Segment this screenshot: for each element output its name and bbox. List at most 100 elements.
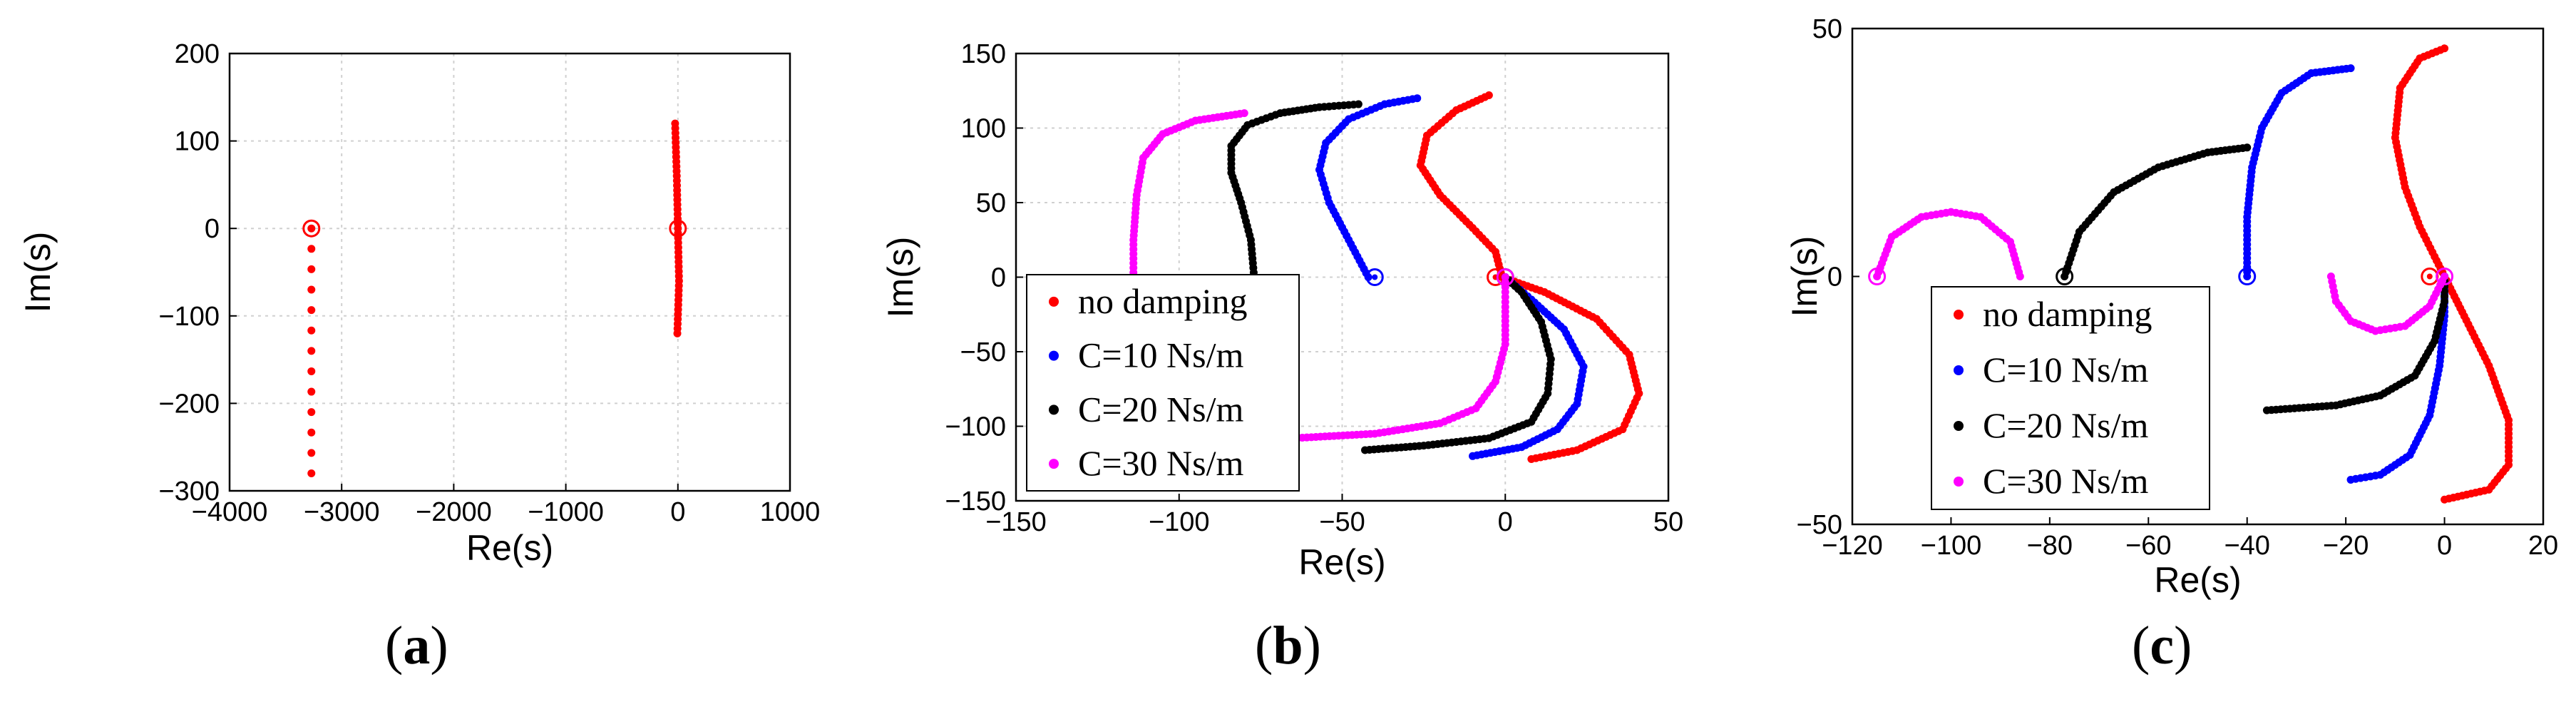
y-tick-label: 150 bbox=[961, 39, 1006, 69]
x-tick-label: −60 bbox=[2125, 531, 2171, 561]
x-tick-label: −40 bbox=[2224, 531, 2269, 561]
data-point bbox=[307, 408, 316, 417]
legend: no damping C=10 Ns/m C=20 Ns/m C=30 Ns/m bbox=[1931, 286, 2210, 510]
data-point bbox=[307, 285, 316, 294]
legend-label: C=30 Ns/m bbox=[1078, 443, 1244, 483]
legend-label: C=30 Ns/m bbox=[1983, 461, 2149, 501]
x-axis-label: Re(s) bbox=[1298, 542, 1385, 582]
x-tick-label: −120 bbox=[1822, 531, 1883, 561]
pole-marker bbox=[1496, 268, 1514, 286]
data-point bbox=[307, 265, 316, 273]
legend-marker bbox=[1954, 310, 1964, 320]
x-tick-label: 0 bbox=[1498, 507, 1513, 537]
legend-label: C=10 Ns/m bbox=[1078, 335, 1244, 375]
data-point bbox=[307, 449, 316, 457]
series-magenta bbox=[1868, 208, 2454, 335]
series-red bbox=[302, 119, 687, 477]
pole-marker bbox=[2436, 268, 2454, 285]
pole-marker bbox=[1868, 268, 1887, 285]
y-tick-label: 50 bbox=[1812, 14, 1842, 44]
data-point bbox=[1469, 452, 1477, 460]
y-tick-label: −100 bbox=[158, 302, 220, 332]
x-tick-label: −100 bbox=[1921, 531, 1982, 561]
x-tick-label: −150 bbox=[985, 507, 1047, 537]
data-point bbox=[2262, 406, 2271, 414]
y-tick-label: 0 bbox=[1827, 263, 1842, 292]
x-tick-label: 1000 bbox=[760, 497, 821, 527]
panel-label-c: (c) bbox=[2132, 616, 2192, 676]
data-point bbox=[307, 367, 316, 375]
pole-marker-center bbox=[2441, 273, 2448, 280]
panel-label-a: (a) bbox=[385, 616, 448, 676]
legend-label: C=10 Ns/m bbox=[1983, 350, 2149, 390]
pole-marker-center bbox=[1372, 274, 1378, 280]
legend-label: no damping bbox=[1983, 294, 2152, 334]
series-black bbox=[2056, 143, 2449, 414]
pole-marker-center bbox=[2061, 273, 2068, 280]
pole-marker-center bbox=[2244, 273, 2250, 280]
series-red bbox=[2391, 44, 2513, 504]
y-tick-label: −200 bbox=[158, 389, 220, 419]
x-tick-label: −1000 bbox=[528, 497, 604, 527]
x-tick-label: −80 bbox=[2027, 531, 2073, 561]
data-point bbox=[307, 326, 316, 335]
data-point bbox=[2326, 273, 2335, 280]
data-point bbox=[2243, 143, 2252, 152]
data-point bbox=[673, 329, 682, 337]
y-tick-label: −100 bbox=[945, 412, 1006, 442]
data-point bbox=[1527, 454, 1536, 463]
x-tick-label: 0 bbox=[670, 497, 685, 527]
data-point bbox=[307, 428, 316, 437]
y-tick-label: −50 bbox=[960, 337, 1006, 367]
series-blue bbox=[2238, 64, 2449, 484]
pole-marker bbox=[1365, 268, 1384, 286]
data-point bbox=[307, 245, 316, 253]
pole-marker-center bbox=[674, 225, 681, 232]
y-tick-label: 100 bbox=[175, 127, 220, 157]
series-blue bbox=[1315, 94, 1588, 460]
y-tick-label: −150 bbox=[945, 487, 1006, 517]
legend-label: C=20 Ns/m bbox=[1078, 389, 1244, 429]
x-tick-label: 0 bbox=[2437, 531, 2452, 561]
plot-frame bbox=[228, 52, 791, 492]
legend-label: no damping bbox=[1078, 281, 1247, 321]
legend-marker bbox=[1954, 421, 1964, 431]
legend: no damping C=10 Ns/m C=20 Ns/m C=30 Ns/m bbox=[1026, 274, 1300, 492]
legend-marker bbox=[1049, 405, 1059, 415]
y-tick-label: 200 bbox=[175, 39, 220, 69]
data-point bbox=[307, 469, 316, 477]
y-tick-label: 0 bbox=[991, 263, 1006, 293]
x-tick-label: −2000 bbox=[416, 497, 492, 527]
x-tick-label: 50 bbox=[1653, 507, 1683, 537]
pole-marker bbox=[2238, 268, 2257, 285]
x-tick-label: −100 bbox=[1149, 507, 1210, 537]
legend-marker bbox=[1049, 296, 1059, 307]
legend-marker bbox=[1049, 350, 1059, 361]
y-tick-label: −50 bbox=[1797, 510, 1842, 540]
y-axis-label: Im(s) bbox=[18, 232, 58, 313]
pole-marker-center bbox=[308, 225, 314, 232]
data-point bbox=[2441, 495, 2449, 504]
panel-c: −120 −100 −80 −60 −40 −20 0 20 −50 0 50 Re(s) Im(s) n… bbox=[1785, 14, 2558, 600]
panel-b: −150 −100 −50 0 50 −150 −100 −50 0 50 100 150 Re(s) I… bbox=[881, 39, 1683, 582]
x-tick-label: −3000 bbox=[304, 497, 380, 527]
x-tick-label: −20 bbox=[2323, 531, 2369, 561]
data-point bbox=[2346, 475, 2355, 484]
x-axis-label: Re(s) bbox=[2154, 560, 2241, 600]
pole-marker-center bbox=[2426, 273, 2433, 280]
data-point bbox=[2016, 273, 2024, 280]
legend-marker bbox=[1049, 459, 1059, 469]
y-tick-label: 0 bbox=[205, 214, 220, 244]
pole-marker bbox=[2056, 268, 2074, 285]
series-black bbox=[1227, 100, 1555, 454]
y-tick-label: −300 bbox=[158, 477, 220, 507]
x-tick-label: −4000 bbox=[192, 497, 268, 527]
data-point bbox=[1361, 446, 1370, 454]
pole-marker bbox=[669, 219, 687, 238]
pole-marker bbox=[302, 219, 321, 238]
legend-marker bbox=[1954, 477, 1964, 487]
x-axis-label: Re(s) bbox=[466, 528, 553, 568]
legend-label: C=20 Ns/m bbox=[1983, 405, 2149, 445]
y-tick-label: 50 bbox=[976, 188, 1006, 218]
